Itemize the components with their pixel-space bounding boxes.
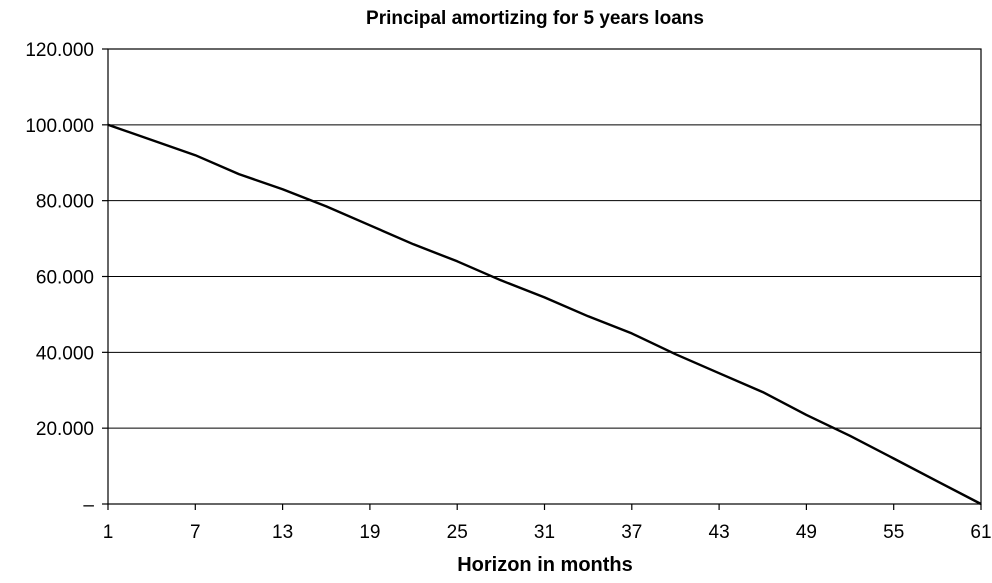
x-tick-label: 25 bbox=[447, 522, 468, 543]
y-tick-label: 120.000 bbox=[25, 40, 94, 61]
x-tick-label: 31 bbox=[534, 522, 555, 543]
x-tick-label: 49 bbox=[796, 522, 817, 543]
x-tick-label: 37 bbox=[621, 522, 642, 543]
y-tick-label: 100.000 bbox=[25, 116, 94, 137]
x-tick-label: 61 bbox=[970, 522, 991, 543]
y-tick-label: – bbox=[83, 495, 94, 516]
y-tick-label: 80.000 bbox=[36, 192, 94, 213]
principal-line bbox=[107, 123, 982, 506]
chart-title: Principal amortizing for 5 years loans bbox=[366, 8, 704, 29]
y-tick-label: 60.000 bbox=[36, 268, 94, 289]
x-tick-label: 7 bbox=[190, 522, 201, 543]
y-tick-label: 20.000 bbox=[36, 419, 94, 440]
x-tick-label: 55 bbox=[883, 522, 904, 543]
x-axis-label: Horizon in months bbox=[457, 554, 633, 576]
x-tick-label: 1 bbox=[103, 522, 114, 543]
y-tick-label: 40.000 bbox=[36, 343, 94, 364]
x-tick-label: 13 bbox=[272, 522, 293, 543]
x-tick-label: 19 bbox=[359, 522, 380, 543]
x-tick-label: 43 bbox=[709, 522, 730, 543]
